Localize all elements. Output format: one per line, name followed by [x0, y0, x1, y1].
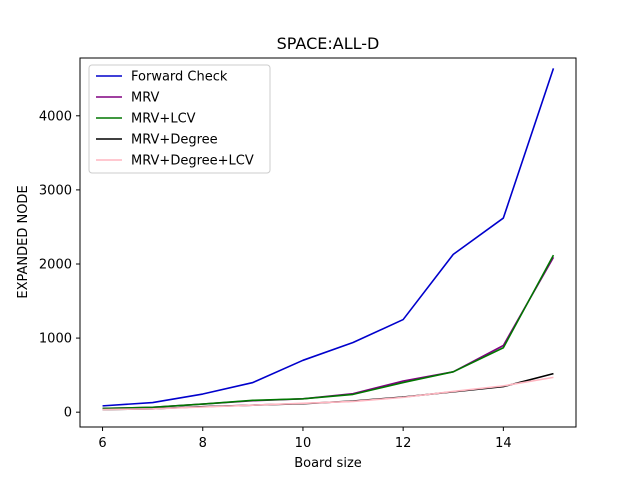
x-axis-label: Board size — [294, 456, 362, 471]
legend-label: MRV+LCV — [131, 112, 196, 127]
series-line-5 — [102, 376, 554, 411]
legend: Forward Check MRV MRV+LCV MRV+Degree MRV+Deg… — [88, 64, 271, 174]
legend-label: MRV — [131, 91, 160, 106]
y-tick-label: 4000 — [39, 109, 72, 124]
y-tick-label: 2000 — [39, 257, 72, 272]
x-tick-label: 12 — [395, 436, 412, 451]
series-line-3 — [102, 254, 555, 410]
x-tick-label: 6 — [98, 436, 106, 451]
plot-frame — [79, 57, 577, 428]
x-axis: 6 8 10 12 14 — [98, 427, 512, 451]
plot-area — [79, 57, 577, 428]
legend-label: MRV+Degree — [131, 133, 218, 148]
x-tick-label: 10 — [295, 436, 312, 451]
legend-box — [88, 64, 271, 174]
series-line-1 — [102, 68, 555, 407]
y-tick-label: 0 — [64, 406, 72, 421]
x-tick-label: 8 — [199, 436, 207, 451]
x-tick-label: 14 — [495, 436, 512, 451]
chart-title: SPACE:ALL-D — [277, 34, 380, 53]
y-axis-label: EXPANDED NODE — [16, 185, 31, 298]
legend-label: Forward Check — [131, 70, 228, 85]
y-tick-label: 1000 — [39, 332, 72, 347]
y-axis: 0 1000 2000 3000 4000 — [39, 109, 80, 421]
legend-label: MRV+Degree+LCV — [131, 154, 254, 169]
y-tick-label: 3000 — [39, 183, 72, 198]
series-lines — [102, 68, 555, 411]
